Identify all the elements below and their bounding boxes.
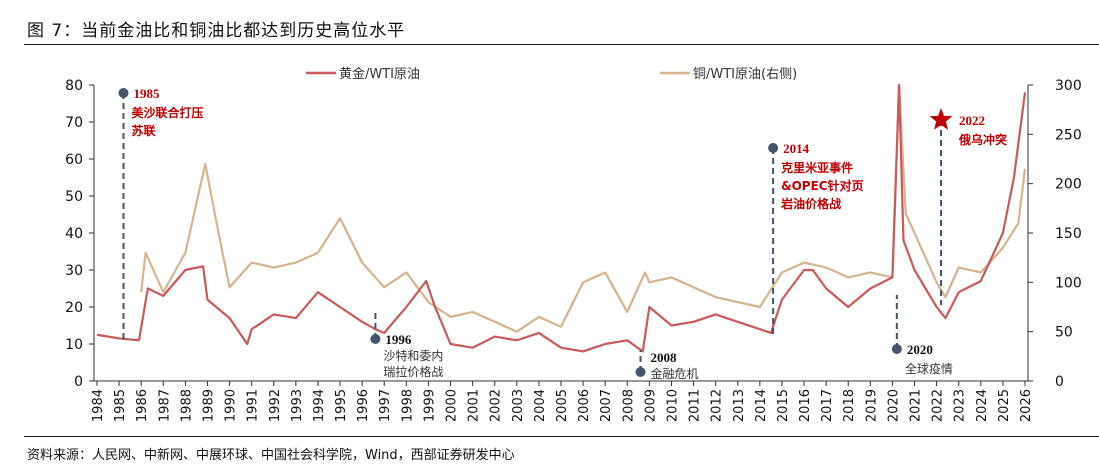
x-tick-label: 2004 (533, 389, 548, 422)
x-tick-label: 2007 (599, 389, 614, 422)
x-tick-label: 2020 (886, 389, 901, 422)
annotation-text: 克里米亚事件 (781, 160, 853, 175)
x-tick-label: 2015 (776, 389, 791, 422)
legend-label: 铜/WTI原油(右侧) (693, 67, 797, 82)
x-tick-label: 2010 (665, 389, 680, 422)
annotation-dot (370, 334, 381, 344)
left-tick-label: 10 (65, 337, 83, 353)
x-tick-label: 2008 (621, 389, 636, 422)
source-note: 资料来源：人民网、中新网、中展环球、中国社会科学院，Wind，西部证券研发中心 (27, 448, 515, 463)
annotation-text: 沙特和委内 (383, 348, 443, 363)
x-tick-label: 2026 (1019, 389, 1034, 422)
x-tick-label: 2019 (864, 389, 879, 422)
x-tick-label: 1994 (312, 389, 327, 422)
annotation-text: 俄乌冲突 (958, 132, 1007, 147)
x-tick-label: 2001 (467, 389, 482, 422)
x-tick-label: 1989 (201, 389, 216, 422)
left-tick-label: 80 (65, 78, 83, 94)
figure-title: 图 7：当前金油比和铜油比都达到历史高位水平 (27, 21, 406, 41)
x-tick-label: 1987 (157, 389, 172, 422)
right-tick-label: 100 (1055, 275, 1082, 291)
annotation-year: 2022 (959, 113, 985, 128)
annotation-text: 瑞拉价格战 (383, 364, 443, 379)
x-tick-label: 1988 (179, 389, 194, 422)
x-tick-label: 1992 (268, 389, 283, 422)
series-line-right (140, 83, 1027, 333)
left-tick-label: 40 (65, 226, 83, 242)
x-tick-label: 2017 (820, 389, 835, 422)
annotation-dot (768, 143, 779, 153)
annotation-dot (635, 367, 646, 377)
annotation-text: 金融危机 (651, 366, 699, 381)
x-tick-label: 1997 (378, 389, 393, 422)
left-tick-label: 60 (65, 152, 83, 168)
x-tick-label: 2012 (710, 389, 725, 422)
left-tick-label: 70 (65, 115, 83, 131)
x-tick-label: 2025 (997, 389, 1012, 422)
left-tick-label: 50 (65, 189, 83, 205)
series-line-left (96, 83, 1027, 353)
annotation-text: 苏联 (132, 123, 156, 138)
x-tick-label: 2022 (931, 389, 946, 422)
annotation-year: 1996 (385, 332, 412, 347)
star-icon (929, 108, 953, 130)
x-tick-label: 2005 (555, 389, 570, 422)
x-tick-label: 2011 (688, 389, 703, 422)
x-tick-label: 1985 (113, 389, 128, 422)
x-tick-label: 1991 (246, 389, 261, 422)
x-tick-label: 1998 (400, 389, 415, 422)
annotation-year: 1985 (134, 86, 161, 101)
x-tick-label: 2013 (732, 389, 747, 422)
x-tick-label: 1984 (91, 389, 106, 422)
left-tick-label: 0 (74, 374, 83, 390)
right-tick-label: 0 (1055, 374, 1064, 390)
footer-rule (24, 436, 1099, 437)
x-tick-label: 2002 (489, 389, 504, 422)
x-tick-label: 2009 (643, 389, 658, 422)
x-tick-label: 2018 (842, 389, 857, 422)
x-tick-label: 1993 (290, 389, 305, 422)
right-tick-label: 50 (1055, 325, 1073, 341)
right-tick-label: 300 (1055, 78, 1082, 94)
title-rule (24, 44, 1099, 45)
annotation-year: 2020 (907, 342, 933, 357)
x-tick-label: 2000 (445, 389, 460, 422)
x-tick-label: 2016 (798, 389, 813, 422)
annotation-dot (891, 344, 902, 354)
x-tick-label: 2014 (754, 389, 769, 422)
annotation-text: 岩油价格战 (780, 196, 841, 211)
right-tick-label: 200 (1055, 177, 1082, 193)
x-tick-label: 2024 (975, 389, 990, 422)
annotation-year: 2014 (783, 141, 810, 156)
x-tick-label: 2006 (577, 389, 592, 422)
left-tick-label: 20 (65, 300, 83, 316)
x-tick-label: 2023 (953, 389, 968, 422)
right-tick-label: 150 (1055, 226, 1082, 242)
annotation-text: &OPEC针对页 (781, 178, 863, 193)
x-tick-label: 2003 (511, 389, 526, 422)
x-tick-label: 2021 (909, 389, 924, 422)
right-tick-label: 250 (1055, 127, 1082, 143)
annotation-text: 全球疫情 (905, 361, 953, 376)
annotation-dot (118, 88, 129, 98)
x-tick-label: 1996 (356, 389, 371, 422)
annotation-text: 美沙联合打压 (132, 105, 204, 120)
annotation-year: 2008 (651, 350, 678, 365)
left-tick-label: 30 (65, 263, 83, 279)
x-tick-label: 1995 (334, 389, 349, 422)
x-tick-label: 1990 (224, 389, 239, 422)
x-tick-label: 1999 (422, 389, 437, 422)
x-tick-label: 1986 (135, 389, 150, 422)
legend-label: 黄金/WTI原油 (339, 66, 420, 82)
